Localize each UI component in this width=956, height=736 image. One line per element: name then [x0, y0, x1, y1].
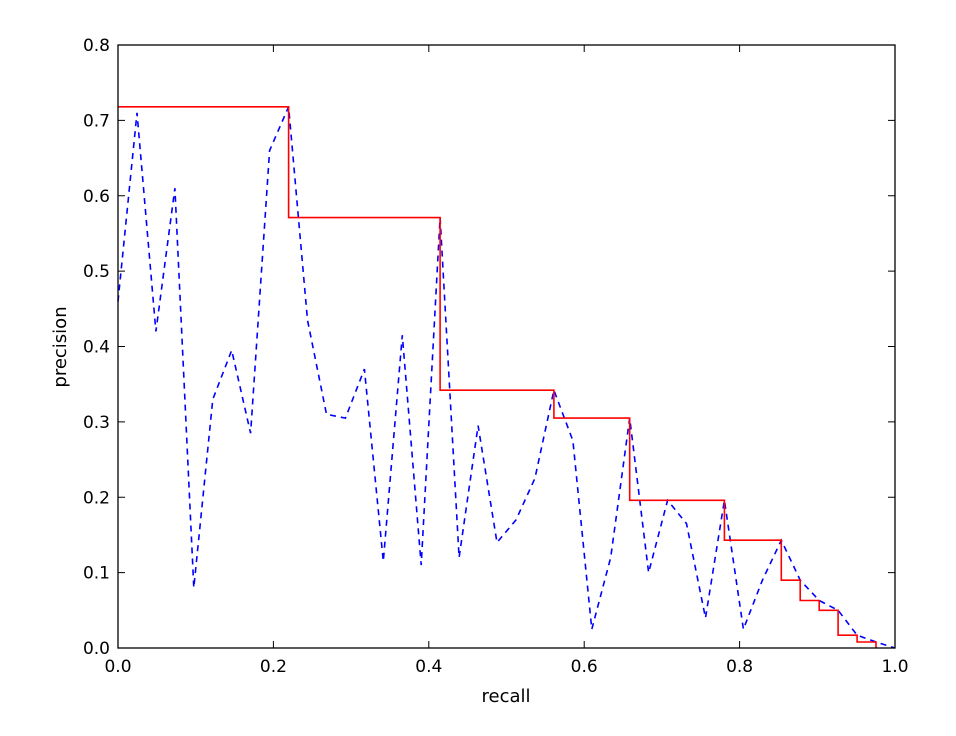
y-axis-label: precision	[50, 306, 71, 387]
axes-frame	[117, 44, 896, 649]
y-tick-label: 0.2	[83, 488, 110, 508]
x-tick-label: 0.0	[104, 657, 131, 677]
y-tick-label: 0.3	[83, 413, 110, 433]
axis-ticks: 0.0 0.2 0.4 0.6 0.8 1.0 0.0 0.1 0.2 0.3 0.4 0.5 0.6 0…	[83, 36, 909, 677]
y-tick-label: 0.8	[83, 36, 110, 56]
x-tick-label: 0.6	[571, 657, 598, 677]
y-tick-label: 0.6	[83, 187, 110, 207]
plot-area	[117, 106, 896, 649]
y-tick-label: 0.5	[83, 262, 110, 282]
x-tick-label: 0.2	[260, 657, 287, 677]
x-tick-label: 1.0	[881, 657, 908, 677]
y-tick-label: 0.0	[83, 639, 110, 659]
y-tick-label: 0.4	[83, 338, 110, 358]
interpolated-precision-step-line	[118, 106, 877, 648]
precision-dashed-line	[117, 106, 896, 649]
x-tick-label: 0.8	[726, 657, 753, 677]
y-tick-label: 0.7	[83, 111, 110, 131]
x-tick-label: 0.4	[415, 657, 442, 677]
y-tick-label: 0.1	[83, 564, 110, 584]
x-axis-label: recall	[481, 686, 530, 707]
